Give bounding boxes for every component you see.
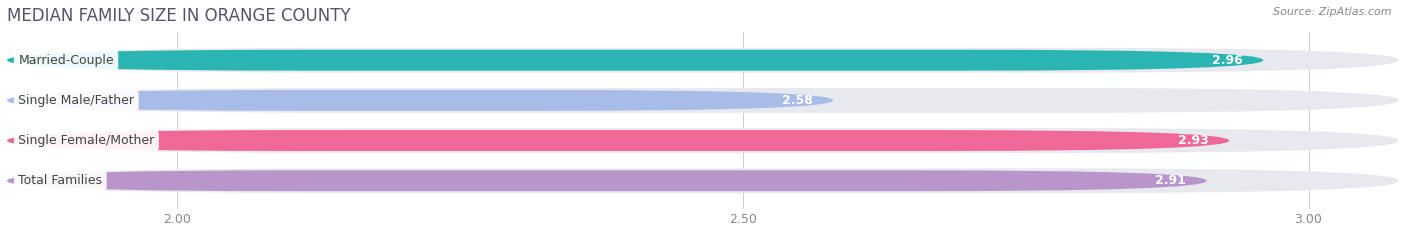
FancyBboxPatch shape [7,168,1399,193]
Text: MEDIAN FAMILY SIZE IN ORANGE COUNTY: MEDIAN FAMILY SIZE IN ORANGE COUNTY [7,7,350,25]
Text: Total Families: Total Families [18,174,103,187]
FancyBboxPatch shape [7,88,1399,113]
Text: 2.91: 2.91 [1156,174,1187,187]
FancyBboxPatch shape [7,130,1229,151]
FancyBboxPatch shape [7,50,1263,71]
Text: Single Female/Mother: Single Female/Mother [18,134,155,147]
Text: Single Male/Father: Single Male/Father [18,94,134,107]
Text: Source: ZipAtlas.com: Source: ZipAtlas.com [1274,7,1392,17]
Text: 2.93: 2.93 [1178,134,1209,147]
FancyBboxPatch shape [7,48,1399,73]
Text: 2.96: 2.96 [1212,54,1243,67]
Text: Married-Couple: Married-Couple [18,54,114,67]
Text: 2.58: 2.58 [782,94,813,107]
FancyBboxPatch shape [7,170,1206,191]
FancyBboxPatch shape [7,90,834,111]
FancyBboxPatch shape [7,128,1399,153]
